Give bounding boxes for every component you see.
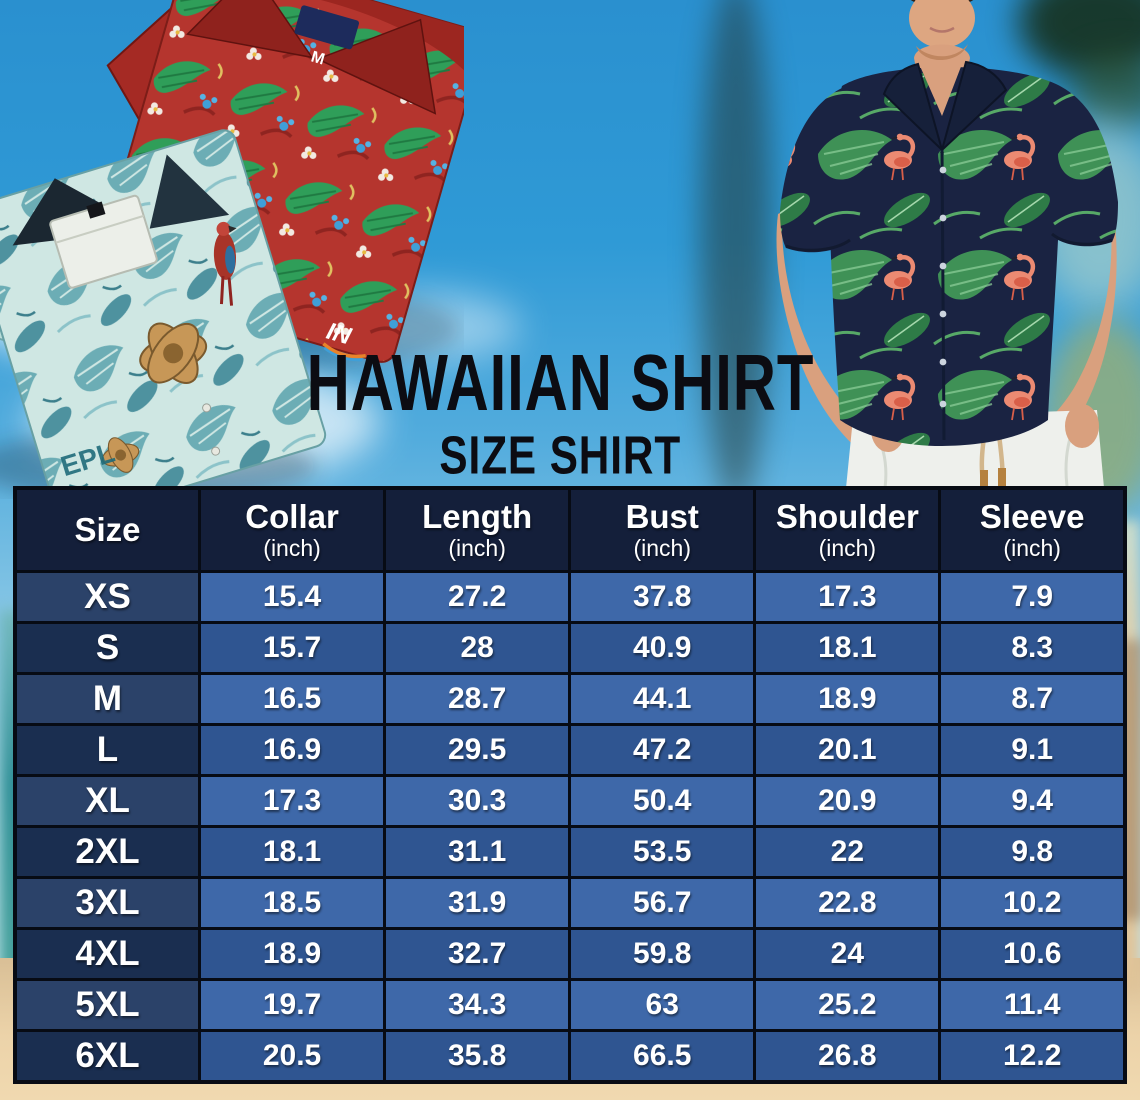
value-cell: 7.9 bbox=[938, 570, 1127, 624]
palm-shadow-blur bbox=[700, 0, 772, 506]
value-cell: 16.5 bbox=[197, 672, 387, 726]
table-row-s: S 15.7 28 40.9 18.1 8.3 bbox=[13, 621, 1127, 675]
model-right-hand bbox=[1065, 404, 1099, 448]
value-cell: 18.5 bbox=[197, 876, 387, 930]
value-cell: 66.5 bbox=[568, 1029, 757, 1083]
value-cell: 40.9 bbox=[568, 621, 757, 675]
value-cell: 18.9 bbox=[753, 672, 942, 726]
size-cell: 6XL bbox=[13, 1029, 201, 1083]
model-face bbox=[909, 0, 975, 48]
value-cell: 9.4 bbox=[938, 774, 1127, 828]
table-row-4xl: 4XL 18.9 32.7 59.8 24 10.6 bbox=[13, 927, 1127, 981]
size-cell: S bbox=[13, 621, 201, 675]
teal-shirt-pocket-tag bbox=[86, 201, 106, 219]
value-cell: 31.1 bbox=[383, 825, 572, 879]
hibiscus-flower-small bbox=[101, 437, 140, 473]
size-cell: XS bbox=[13, 570, 201, 624]
value-cell: 31.9 bbox=[383, 876, 572, 930]
value-cell: 18.1 bbox=[197, 825, 387, 879]
value-cell: 28.7 bbox=[383, 672, 572, 726]
hibiscus-flower bbox=[139, 322, 208, 384]
parrot bbox=[213, 221, 237, 306]
value-cell: 20.9 bbox=[753, 774, 942, 828]
value-cell: 16.9 bbox=[197, 723, 387, 777]
model-shirt-collar bbox=[882, 62, 944, 154]
model-shirt-right-sleeve bbox=[1052, 84, 1118, 247]
value-cell: 11.4 bbox=[938, 978, 1127, 1032]
value-cell: 20.1 bbox=[753, 723, 942, 777]
size-cell: 2XL bbox=[13, 825, 201, 879]
value-cell: 56.7 bbox=[568, 876, 757, 930]
value-cell: 22.8 bbox=[753, 876, 942, 930]
value-cell: 24 bbox=[753, 927, 942, 981]
value-cell: 17.3 bbox=[197, 774, 387, 828]
page-title: HAWAIIAN SHIRT bbox=[306, 338, 814, 428]
value-cell: 19.7 bbox=[197, 978, 387, 1032]
value-cell: 15.7 bbox=[197, 621, 387, 675]
value-cell: 44.1 bbox=[568, 672, 757, 726]
value-cell: 59.8 bbox=[568, 927, 757, 981]
table-row-3xl: 3XL 18.5 31.9 56.7 22.8 10.2 bbox=[13, 876, 1127, 930]
size-cell: M bbox=[13, 672, 201, 726]
size-cell: 4XL bbox=[13, 927, 201, 981]
value-cell: 32.7 bbox=[383, 927, 572, 981]
value-cell: 22 bbox=[753, 825, 942, 879]
red-shirt-sleeve-logo: IN bbox=[322, 318, 366, 362]
size-cell: 5XL bbox=[13, 978, 201, 1032]
table-row-m: M 16.5 28.7 44.1 18.9 8.7 bbox=[13, 672, 1127, 726]
col-header-length: Length (inch) bbox=[383, 486, 572, 573]
table-row-xs: XS 15.4 27.2 37.8 17.3 7.9 bbox=[13, 570, 1127, 624]
table-row-l: L 16.9 29.5 47.2 20.1 9.1 bbox=[13, 723, 1127, 777]
value-cell: 8.7 bbox=[938, 672, 1127, 726]
value-cell: 50.4 bbox=[568, 774, 757, 828]
value-cell: 29.5 bbox=[383, 723, 572, 777]
value-cell: 12.2 bbox=[938, 1029, 1127, 1083]
value-cell: 8.3 bbox=[938, 621, 1127, 675]
value-cell: 15.4 bbox=[197, 570, 387, 624]
value-cell: 17.3 bbox=[753, 570, 942, 624]
size-cell: XL bbox=[13, 774, 201, 828]
value-cell: 53.5 bbox=[568, 825, 757, 879]
value-cell: 9.8 bbox=[938, 825, 1127, 879]
folded-shirts-photo: M IN bbox=[0, 0, 464, 499]
page-subtitle: SIZE SHIRT bbox=[439, 424, 681, 485]
red-shirt-size-tag: M bbox=[309, 49, 326, 69]
table-header-row: Size Collar (inch) Length (inch) Bust (i… bbox=[13, 486, 1127, 573]
value-cell: 9.1 bbox=[938, 723, 1127, 777]
value-cell: 18.9 bbox=[197, 927, 387, 981]
table-row-xl: XL 17.3 30.3 50.4 20.9 9.4 bbox=[13, 774, 1127, 828]
model-shirt bbox=[829, 66, 1063, 447]
value-cell: 10.2 bbox=[938, 876, 1127, 930]
teal-shirt: EPL bbox=[0, 129, 327, 499]
value-cell: 26.8 bbox=[753, 1029, 942, 1083]
value-cell: 37.8 bbox=[568, 570, 757, 624]
title-block: HAWAIIAN SHIRT SIZE SHIRT bbox=[270, 343, 850, 485]
model-photo bbox=[776, 0, 1118, 488]
size-cell: L bbox=[13, 723, 201, 777]
col-header-bust: Bust (inch) bbox=[568, 486, 757, 573]
table-row-5xl: 5XL 19.7 34.3 63 25.2 11.4 bbox=[13, 978, 1127, 1032]
col-header-collar: Collar (inch) bbox=[197, 486, 387, 573]
value-cell: 25.2 bbox=[753, 978, 942, 1032]
red-shirt-collar-label bbox=[294, 5, 360, 50]
size-chart-table: Size Collar (inch) Length (inch) Bust (i… bbox=[13, 486, 1127, 1084]
value-cell: 47.2 bbox=[568, 723, 757, 777]
value-cell: 28 bbox=[383, 621, 572, 675]
value-cell: 35.8 bbox=[383, 1029, 572, 1083]
table-row-6xl: 6XL 20.5 35.8 66.5 26.8 12.2 bbox=[13, 1029, 1127, 1083]
size-cell: 3XL bbox=[13, 876, 201, 930]
value-cell: 30.3 bbox=[383, 774, 572, 828]
value-cell: 20.5 bbox=[197, 1029, 387, 1083]
value-cell: 27.2 bbox=[383, 570, 572, 624]
value-cell: 34.3 bbox=[383, 978, 572, 1032]
col-header-size: Size bbox=[13, 486, 201, 573]
value-cell: 18.1 bbox=[753, 621, 942, 675]
col-header-shoulder: Shoulder (inch) bbox=[753, 486, 942, 573]
table-row-2xl: 2XL 18.1 31.1 53.5 22 9.8 bbox=[13, 825, 1127, 879]
col-header-sleeve: Sleeve (inch) bbox=[938, 486, 1127, 573]
value-cell: 63 bbox=[568, 978, 757, 1032]
value-cell: 10.6 bbox=[938, 927, 1127, 981]
